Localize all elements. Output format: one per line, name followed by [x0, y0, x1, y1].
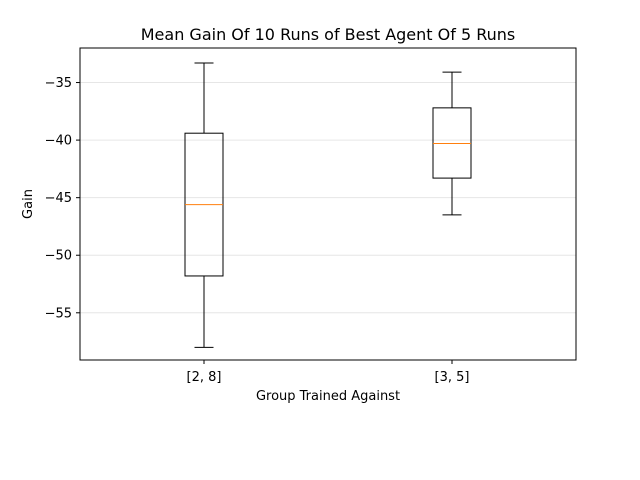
x-tick-label: [2, 8] — [187, 370, 222, 385]
x-axis-label: Group Trained Against — [256, 389, 400, 404]
grid-lines — [80, 82, 576, 314]
chart-title: Mean Gain Of 10 Runs of Best Agent Of 5 … — [141, 25, 515, 44]
plot-area-frame — [79, 47, 577, 361]
box-1 — [184, 62, 224, 348]
box-2 — [432, 71, 472, 216]
x-axis-ticks: [2, 8] [3, 5] — [187, 360, 470, 385]
box-series — [184, 62, 472, 348]
y-axis-label: Gain — [21, 189, 36, 219]
y-tick-label: −55 — [45, 306, 72, 321]
interquartile-box — [432, 107, 472, 179]
y-tick-label: −40 — [45, 134, 72, 149]
y-axis-ticks: −35 −40 −45 −50 −55 — [45, 76, 80, 321]
y-tick-label: −50 — [45, 249, 72, 264]
y-tick-label: −35 — [45, 76, 72, 91]
x-tick-label: [3, 5] — [435, 370, 470, 385]
y-tick-label: −45 — [45, 191, 72, 206]
